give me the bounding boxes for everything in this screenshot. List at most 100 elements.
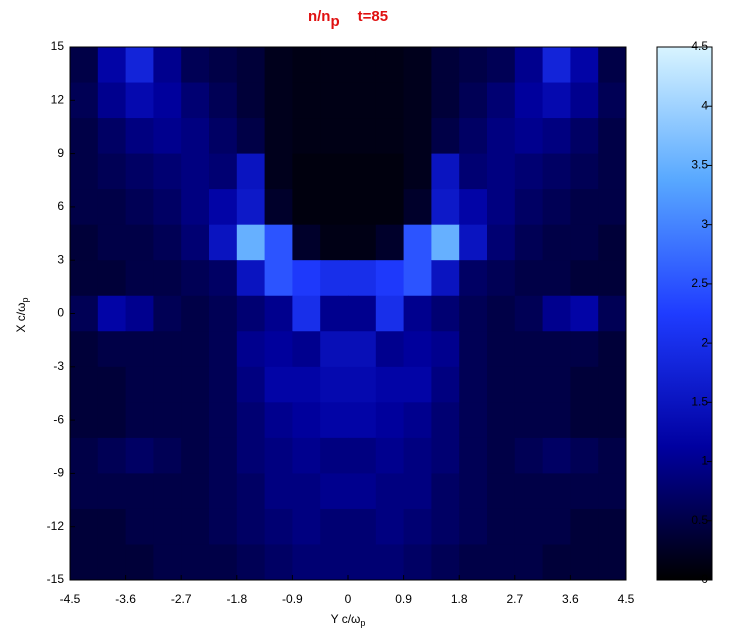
heatmap-cell: [236, 402, 266, 439]
heatmap-cell: [375, 189, 405, 226]
heatmap-cell: [570, 47, 599, 84]
heatmap-cell: [70, 118, 99, 155]
heatmap-cell: [514, 260, 544, 297]
heatmap-cell: [570, 82, 599, 119]
heatmap-cell: [181, 544, 210, 581]
x-axis-label: Y c/ωp: [331, 612, 366, 628]
heatmap-cell: [236, 331, 266, 368]
heatmap-cell: [97, 473, 127, 510]
heatmap-cell: [375, 544, 405, 581]
heatmap-cell: [459, 118, 488, 155]
heatmap-cell: [403, 366, 432, 403]
heatmap-cell: [209, 153, 238, 190]
heatmap-cell: [264, 402, 293, 439]
heatmap-cell: [292, 331, 321, 368]
heatmap-cell: [598, 544, 627, 581]
heatmap-cell: [181, 508, 210, 545]
heatmap-cell: [431, 366, 460, 403]
heatmap-cell: [570, 544, 599, 581]
heatmap-cell: [403, 402, 432, 439]
heatmap-cell: [542, 189, 571, 226]
heatmap-cell: [598, 437, 627, 474]
heatmap-cell: [209, 437, 238, 474]
heatmap-cell: [431, 544, 460, 581]
heatmap-cell: [70, 366, 99, 403]
heatmap-cell: [403, 437, 432, 474]
heatmap-cell: [459, 473, 488, 510]
heatmap-cell: [431, 189, 460, 226]
heatmap-cell: [236, 47, 266, 84]
heatmap-cell: [570, 508, 599, 545]
heatmap-cell: [459, 153, 488, 190]
heatmap-cell: [375, 473, 405, 510]
y-axis-label-subscript: p: [20, 297, 30, 302]
heatmap-cell: [459, 366, 488, 403]
heatmap-cell: [320, 331, 349, 368]
heatmap-cell: [348, 153, 377, 190]
heatmap-cell: [570, 224, 599, 261]
heatmap-cell: [598, 47, 627, 84]
heatmap-cell: [403, 473, 432, 510]
heatmap-cell: [292, 224, 321, 261]
heatmap-cell: [292, 295, 321, 332]
y-axis-label-text: X c/ω: [14, 302, 28, 332]
colorbar-tick-label: 4.5: [691, 39, 708, 53]
y-tick-label: 0: [57, 306, 64, 320]
x-tick-label: 0.9: [395, 592, 412, 606]
heatmap-cell: [431, 153, 460, 190]
heatmap-cell: [514, 224, 544, 261]
heatmap-cell: [598, 189, 627, 226]
heatmap-cell: [97, 153, 127, 190]
heatmap-cell: [292, 508, 321, 545]
x-tick-label: -1.8: [226, 592, 247, 606]
heatmap-cell: [264, 153, 293, 190]
heatmap-cell: [125, 189, 154, 226]
heatmap-cell: [459, 402, 488, 439]
heatmap-cell: [487, 153, 516, 190]
y-tick-label: -12: [47, 519, 65, 533]
heatmap-cell: [570, 295, 599, 332]
heatmap-cell: [125, 437, 154, 474]
heatmap-cell: [459, 508, 488, 545]
y-axis-label: X c/ωp: [14, 297, 30, 332]
heatmap-cell: [570, 153, 599, 190]
heatmap-cell: [264, 260, 293, 297]
heatmap-cell: [97, 295, 127, 332]
heatmap-cell: [236, 508, 266, 545]
heatmap-cell: [487, 473, 516, 510]
heatmap-cell: [181, 366, 210, 403]
heatmap-cell: [97, 82, 127, 119]
heatmap-cell: [264, 224, 293, 261]
heatmap-cell: [348, 260, 377, 297]
heatmap-cell: [514, 153, 544, 190]
heatmap-cell: [209, 189, 238, 226]
heatmap-cell: [542, 224, 571, 261]
heatmap-cell: [292, 402, 321, 439]
heatmap-cell: [431, 331, 460, 368]
heatmap-cell: [570, 118, 599, 155]
heatmap-cell: [348, 366, 377, 403]
heatmap-cell: [125, 331, 154, 368]
heatmap-cell: [514, 295, 544, 332]
heatmap-cell: [320, 118, 349, 155]
heatmap-cell: [292, 82, 321, 119]
heatmap-cell: [487, 82, 516, 119]
heatmap-cell: [375, 366, 405, 403]
heatmap-cell: [209, 473, 238, 510]
heatmap-cell: [514, 47, 544, 84]
heatmap-cell: [459, 295, 488, 332]
title-main: n/n: [308, 8, 331, 25]
heatmap-cell: [570, 260, 599, 297]
heatmap-cell: [153, 508, 182, 545]
heatmap-cell: [598, 82, 627, 119]
heatmap-cell: [292, 260, 321, 297]
colorbar-tick-label: 0: [701, 572, 708, 586]
heatmap-cell: [125, 295, 154, 332]
heatmap-cell: [431, 402, 460, 439]
heatmap-cell: [97, 47, 127, 84]
heatmap-cell: [236, 189, 266, 226]
colorbar-tick-label: 0.5: [691, 513, 708, 527]
heatmap-cell: [487, 508, 516, 545]
heatmap-cell: [209, 224, 238, 261]
x-tick-label: 3.6: [562, 592, 579, 606]
